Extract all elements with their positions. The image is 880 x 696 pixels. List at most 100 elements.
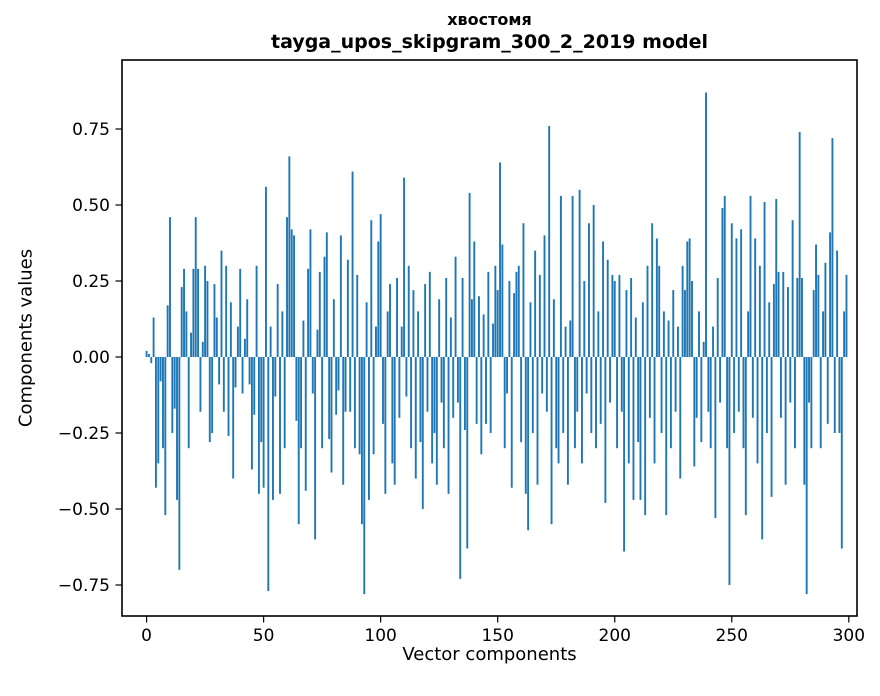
bar bbox=[166, 305, 169, 357]
bar bbox=[789, 357, 792, 403]
bar bbox=[208, 357, 211, 443]
bar bbox=[349, 357, 352, 412]
bar bbox=[351, 171, 354, 357]
bar bbox=[735, 238, 738, 357]
bar bbox=[592, 205, 595, 357]
bar bbox=[389, 284, 391, 357]
bar bbox=[543, 235, 546, 357]
bar bbox=[576, 357, 579, 412]
bar bbox=[723, 195, 726, 357]
bar bbox=[637, 357, 640, 443]
bar bbox=[609, 357, 611, 403]
bar bbox=[353, 357, 356, 449]
bar bbox=[328, 357, 331, 440]
bar bbox=[236, 326, 239, 357]
bar bbox=[777, 271, 780, 357]
bar bbox=[805, 357, 808, 595]
bar bbox=[665, 357, 668, 516]
x-tick-label: 200 bbox=[599, 626, 631, 646]
bar bbox=[463, 357, 466, 430]
bar bbox=[234, 357, 237, 388]
bar bbox=[658, 265, 661, 357]
bar bbox=[630, 277, 633, 357]
bar bbox=[541, 357, 544, 394]
bar bbox=[220, 250, 223, 357]
bar bbox=[578, 189, 581, 357]
bar bbox=[169, 217, 171, 357]
bar bbox=[262, 357, 265, 488]
bar bbox=[405, 357, 408, 397]
bar bbox=[562, 357, 565, 433]
bar bbox=[700, 357, 703, 443]
bar bbox=[370, 220, 373, 357]
bar bbox=[180, 287, 183, 357]
bar bbox=[501, 244, 504, 357]
bar bbox=[791, 220, 794, 357]
bar bbox=[421, 357, 424, 509]
bar bbox=[585, 357, 588, 394]
bar bbox=[646, 265, 649, 357]
bar bbox=[447, 357, 450, 494]
bar bbox=[770, 357, 773, 497]
bar bbox=[279, 357, 281, 494]
y-tick-label: −0.25 bbox=[58, 424, 110, 444]
bar bbox=[831, 138, 834, 357]
bar bbox=[424, 284, 427, 357]
bar bbox=[768, 302, 771, 357]
bar bbox=[817, 274, 820, 357]
bar bbox=[468, 192, 471, 357]
bar bbox=[829, 232, 832, 357]
bar bbox=[573, 357, 576, 449]
bar bbox=[372, 357, 375, 455]
bar bbox=[377, 241, 380, 357]
bar bbox=[674, 357, 677, 412]
bar bbox=[295, 357, 298, 421]
bar bbox=[250, 357, 253, 470]
bar bbox=[487, 271, 490, 357]
bar bbox=[838, 357, 841, 433]
bar bbox=[485, 357, 487, 424]
bar bbox=[318, 271, 321, 357]
bar bbox=[412, 290, 415, 357]
bar bbox=[302, 320, 305, 357]
bar bbox=[840, 357, 843, 549]
bar bbox=[815, 244, 817, 357]
bar bbox=[705, 92, 707, 357]
bar bbox=[824, 262, 827, 357]
bar bbox=[634, 317, 637, 357]
y-tick-label: 0.50 bbox=[72, 196, 110, 216]
bar bbox=[527, 357, 530, 531]
bar bbox=[702, 341, 705, 357]
bar bbox=[456, 357, 459, 403]
bar bbox=[616, 357, 619, 449]
bar bbox=[276, 284, 279, 357]
chart-subtitle: tayga_upos_skipgram_300_2_2019 model bbox=[271, 30, 708, 53]
bar bbox=[641, 302, 644, 357]
bar bbox=[339, 235, 342, 357]
bar bbox=[164, 357, 167, 516]
bar bbox=[819, 357, 822, 449]
bar bbox=[194, 217, 197, 357]
bar bbox=[241, 357, 244, 394]
bar bbox=[599, 357, 602, 424]
plot-border bbox=[121, 59, 858, 617]
bar bbox=[253, 357, 256, 415]
bar bbox=[712, 326, 714, 357]
bar bbox=[644, 357, 647, 516]
bar bbox=[726, 357, 729, 449]
bar bbox=[517, 265, 520, 357]
bar bbox=[571, 195, 574, 357]
bar bbox=[309, 229, 312, 357]
bar bbox=[548, 125, 551, 357]
bar bbox=[843, 311, 846, 357]
bar bbox=[183, 268, 185, 357]
bar bbox=[173, 357, 176, 409]
bar bbox=[808, 357, 810, 403]
bar bbox=[826, 357, 829, 424]
bar bbox=[707, 357, 710, 412]
bar bbox=[375, 326, 377, 357]
bar bbox=[758, 265, 761, 357]
bar bbox=[255, 265, 258, 357]
bar bbox=[311, 357, 314, 394]
